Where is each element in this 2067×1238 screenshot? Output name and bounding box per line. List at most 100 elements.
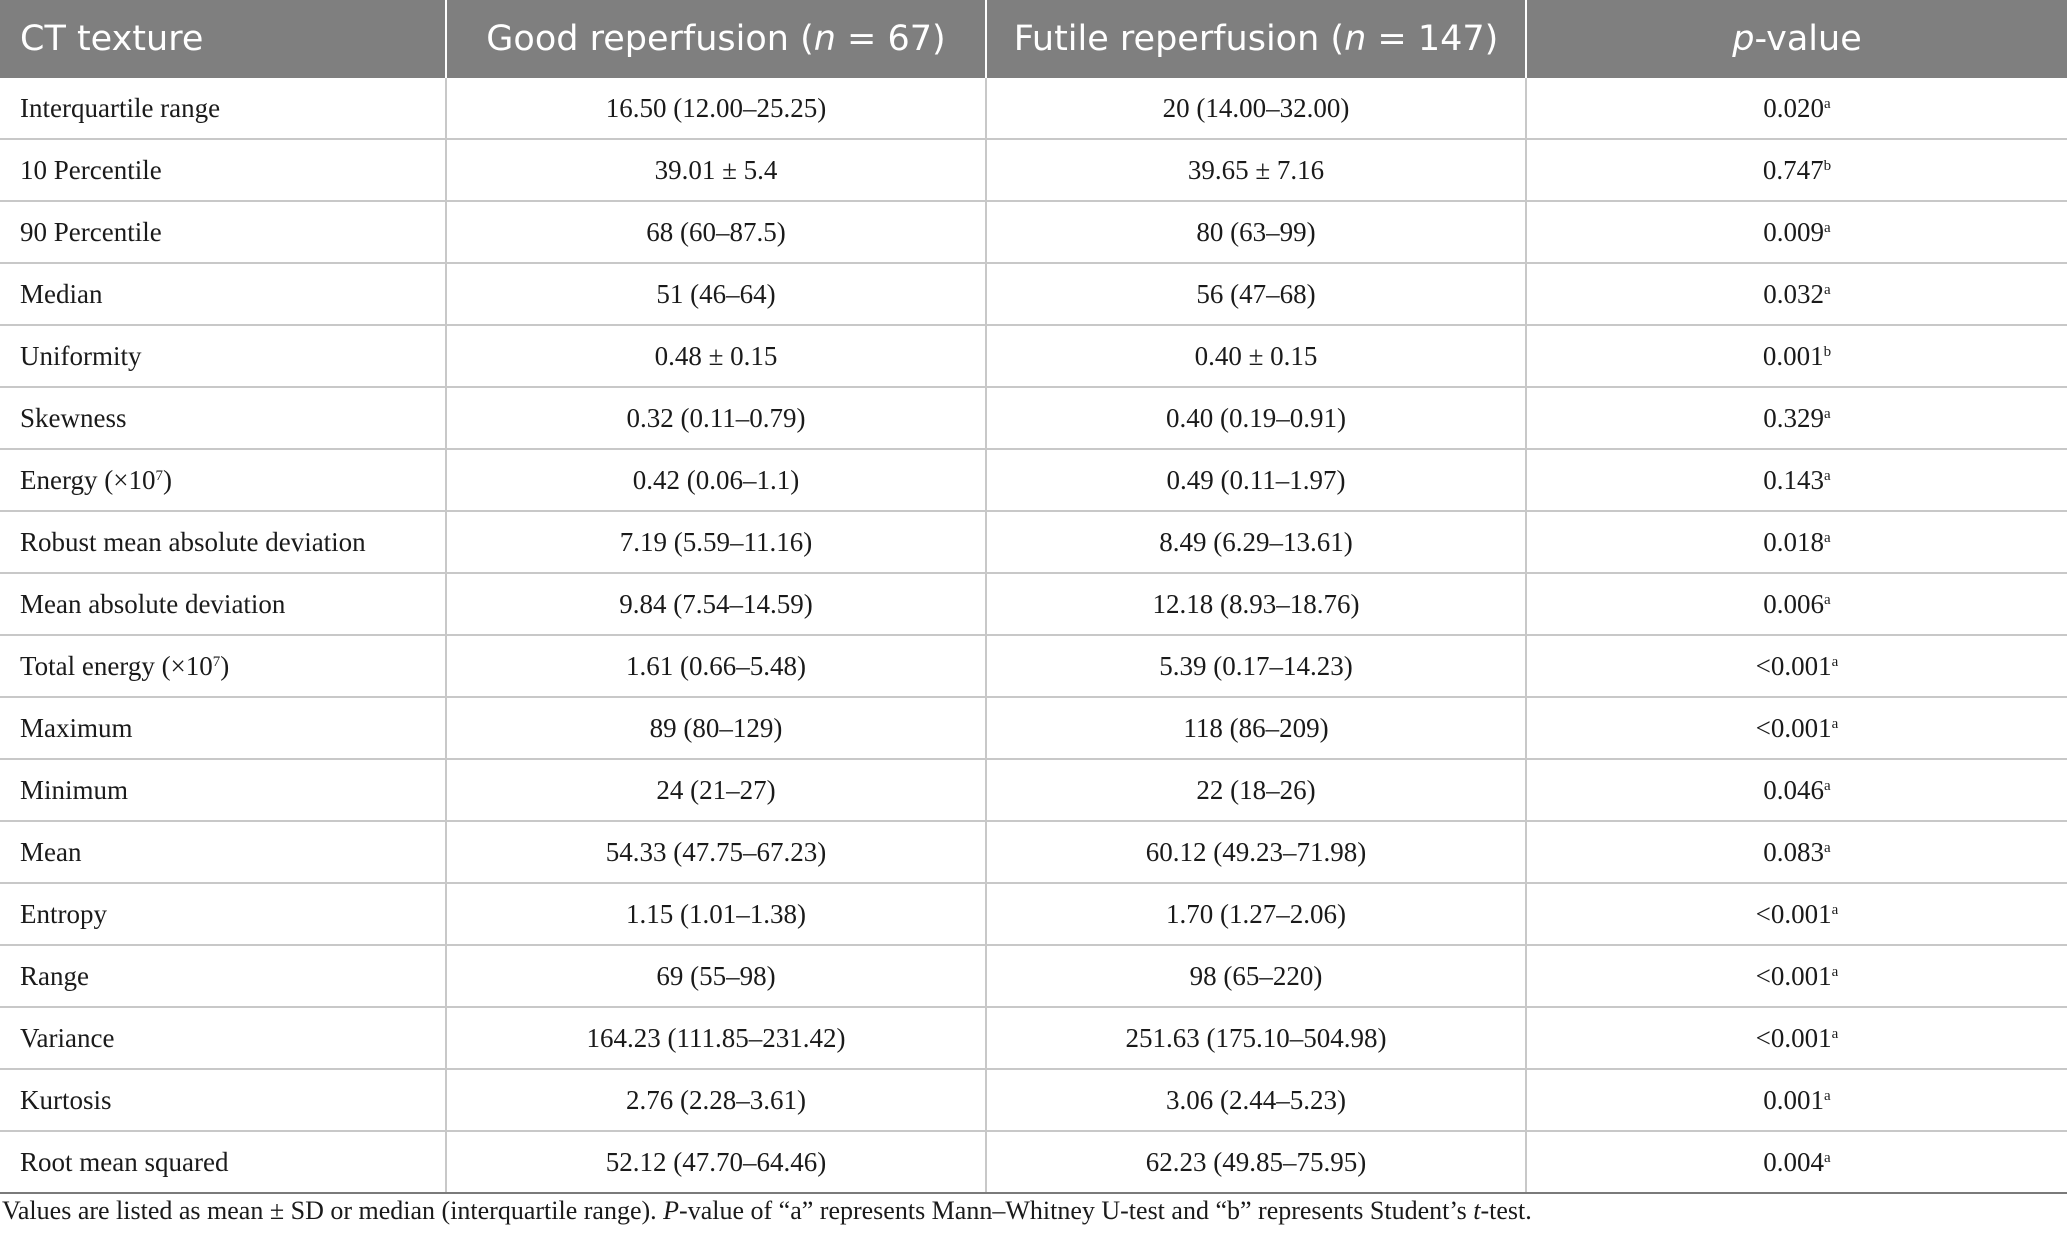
test-marker: a — [1824, 219, 1831, 236]
table-row: Range 69 (55–98) 98 (65–220) <0.001a — [0, 945, 2067, 1008]
table-row: 90 Percentile 68 (60–87.5) 80 (63–99) 0.009… — [0, 201, 2067, 264]
futile-reperfusion-value: 20 (14.00–32.00) — [1162, 92, 1350, 123]
header-p-value: p-value — [1526, 0, 2067, 78]
footnote-part3: -test. — [1480, 1196, 1532, 1225]
header-futile-count: = 147) — [1366, 19, 1499, 59]
test-marker: a — [1831, 901, 1839, 918]
table-row: Total energy (×107) 1.61 (0.66–5.48) 5.39 … — [0, 635, 2067, 698]
test-marker: a — [1824, 529, 1831, 546]
good-reperfusion-value: 68 (60–87.5) — [646, 216, 786, 247]
feature-cell: Robust mean absolute deviation — [0, 511, 447, 574]
test-marker: a — [1824, 95, 1831, 112]
good-reperfusion-cell: 51 (46–64) — [446, 263, 987, 326]
feature-close: ) — [220, 650, 230, 681]
good-reperfusion-value: 164.23 (111.85–231.42) — [586, 1022, 846, 1053]
table-row: Robust mean absolute deviation 7.19 (5.59… — [0, 511, 2067, 574]
table-row: Interquartile range 16.50 (12.00–25.25) 20… — [0, 78, 2067, 140]
futile-reperfusion-cell: 1.70 (1.27–2.06) — [986, 883, 1527, 946]
good-reperfusion-cell: 89 (80–129) — [446, 697, 987, 760]
feature-name: Energy (×10 — [20, 464, 156, 495]
p-value-cell: 0.001a — [1526, 1069, 2067, 1132]
feature-name: Robust mean absolute deviation — [20, 526, 366, 557]
futile-reperfusion-cell: 5.39 (0.17–14.23) — [986, 635, 1527, 698]
futile-reperfusion-cell: 3.06 (2.44–5.23) — [986, 1069, 1527, 1132]
feature-cell: 10 Percentile — [0, 139, 447, 202]
futile-reperfusion-value: 8.49 (6.29–13.61) — [1159, 526, 1353, 557]
test-marker: a — [1824, 281, 1831, 298]
feature-cell: Kurtosis — [0, 1069, 447, 1132]
footnote-part1: Values are listed as mean ± SD or median… — [2, 1196, 664, 1225]
header-ct-texture: CT texture — [0, 0, 447, 78]
good-reperfusion-cell: 24 (21–27) — [446, 759, 987, 822]
feature-name: Kurtosis — [20, 1084, 112, 1115]
good-reperfusion-value: 69 (55–98) — [656, 960, 776, 991]
feature-name: Mean — [20, 836, 82, 867]
good-reperfusion-cell: 7.19 (5.59–11.16) — [446, 511, 987, 574]
header-good-reperfusion: Good reperfusion (n = 67) — [446, 0, 987, 78]
table-row: Entropy 1.15 (1.01–1.38) 1.70 (1.27–2.06) <… — [0, 883, 2067, 946]
test-marker: a — [1824, 591, 1831, 608]
header-futile-reperfusion: Futile reperfusion (n = 147) — [986, 0, 1527, 78]
feature-name: Total energy (×10 — [20, 650, 213, 681]
p-value: 0.329 — [1763, 402, 1825, 433]
feature-name: 10 Percentile — [20, 154, 162, 185]
futile-reperfusion-cell: 251.63 (175.10–504.98) — [986, 1007, 1527, 1070]
futile-reperfusion-value: 56 (47–68) — [1196, 278, 1316, 309]
futile-reperfusion-value: 3.06 (2.44–5.23) — [1166, 1084, 1346, 1115]
futile-reperfusion-value: 60.12 (49.23–71.98) — [1145, 836, 1367, 867]
p-value: 0.009 — [1763, 216, 1825, 247]
table-row: Skewness 0.32 (0.11–0.79) 0.40 (0.19–0.91)… — [0, 387, 2067, 450]
p-value: <0.001 — [1755, 712, 1832, 743]
feature-cell: Median — [0, 263, 447, 326]
good-reperfusion-value: 0.48 ± 0.15 — [654, 340, 778, 371]
good-reperfusion-value: 54.33 (47.75–67.23) — [605, 836, 827, 867]
good-reperfusion-cell: 2.76 (2.28–3.61) — [446, 1069, 987, 1132]
feature-name: Entropy — [20, 898, 107, 929]
futile-reperfusion-cell: 56 (47–68) — [986, 263, 1527, 326]
header-good-n: n — [813, 19, 836, 59]
feature-name: Mean absolute deviation — [20, 588, 286, 619]
good-reperfusion-cell: 1.61 (0.66–5.48) — [446, 635, 987, 698]
feature-exponent: 7 — [155, 467, 163, 484]
futile-reperfusion-value: 62.23 (49.85–75.95) — [1145, 1146, 1367, 1177]
table-row: 10 Percentile 39.01 ± 5.4 39.65 ± 7.16 0.74… — [0, 139, 2067, 202]
good-reperfusion-cell: 0.48 ± 0.15 — [446, 325, 987, 388]
p-value-cell: 0.009a — [1526, 201, 2067, 264]
feature-name: Maximum — [20, 712, 133, 743]
futile-reperfusion-cell: 0.40 (0.19–0.91) — [986, 387, 1527, 450]
futile-reperfusion-value: 39.65 ± 7.16 — [1187, 154, 1325, 185]
feature-cell: Uniformity — [0, 325, 447, 388]
feature-cell: Energy (×107) — [0, 449, 447, 512]
good-reperfusion-cell: 1.15 (1.01–1.38) — [446, 883, 987, 946]
header-futile-n: n — [1344, 19, 1367, 59]
feature-name: Uniformity — [20, 340, 142, 371]
futile-reperfusion-value: 251.63 (175.10–504.98) — [1125, 1022, 1387, 1053]
good-reperfusion-value: 0.42 (0.06–1.1) — [632, 464, 800, 495]
table-row: Root mean squared 52.12 (47.70–64.46) 62.2… — [0, 1131, 2067, 1194]
good-reperfusion-cell: 54.33 (47.75–67.23) — [446, 821, 987, 884]
futile-reperfusion-cell: 20 (14.00–32.00) — [986, 78, 1527, 140]
feature-cell: Maximum — [0, 697, 447, 760]
feature-exponent: 7 — [212, 653, 221, 670]
feature-cell: Mean absolute deviation — [0, 573, 447, 636]
results-table-container: CT texture Good reperfusion (n = 67) Fut… — [0, 0, 2067, 1194]
header-good-count: = 67) — [835, 19, 946, 59]
p-value-cell: <0.001a — [1526, 1007, 2067, 1070]
test-marker: a — [1831, 963, 1839, 980]
feature-name: Skewness — [20, 402, 127, 433]
feature-name: Minimum — [20, 774, 129, 805]
feature-cell: Skewness — [0, 387, 447, 450]
p-value-cell: 0.046a — [1526, 759, 2067, 822]
good-reperfusion-cell: 69 (55–98) — [446, 945, 987, 1008]
table-row: Uniformity 0.48 ± 0.15 0.40 ± 0.15 0.001b — [0, 325, 2067, 388]
good-reperfusion-cell: 16.50 (12.00–25.25) — [446, 78, 987, 140]
test-marker: a — [1824, 467, 1831, 484]
good-reperfusion-value: 39.01 ± 5.4 — [654, 154, 778, 185]
table-row: Median 51 (46–64) 56 (47–68) 0.032a — [0, 263, 2067, 326]
futile-reperfusion-value: 1.70 (1.27–2.06) — [1166, 898, 1346, 929]
test-marker: a — [1824, 839, 1831, 856]
feature-name: Median — [20, 278, 103, 309]
feature-cell: 90 Percentile — [0, 201, 447, 264]
table-footnote: Values are listed as mean ± SD or median… — [2, 1196, 1532, 1226]
test-marker: a — [1824, 1087, 1831, 1104]
